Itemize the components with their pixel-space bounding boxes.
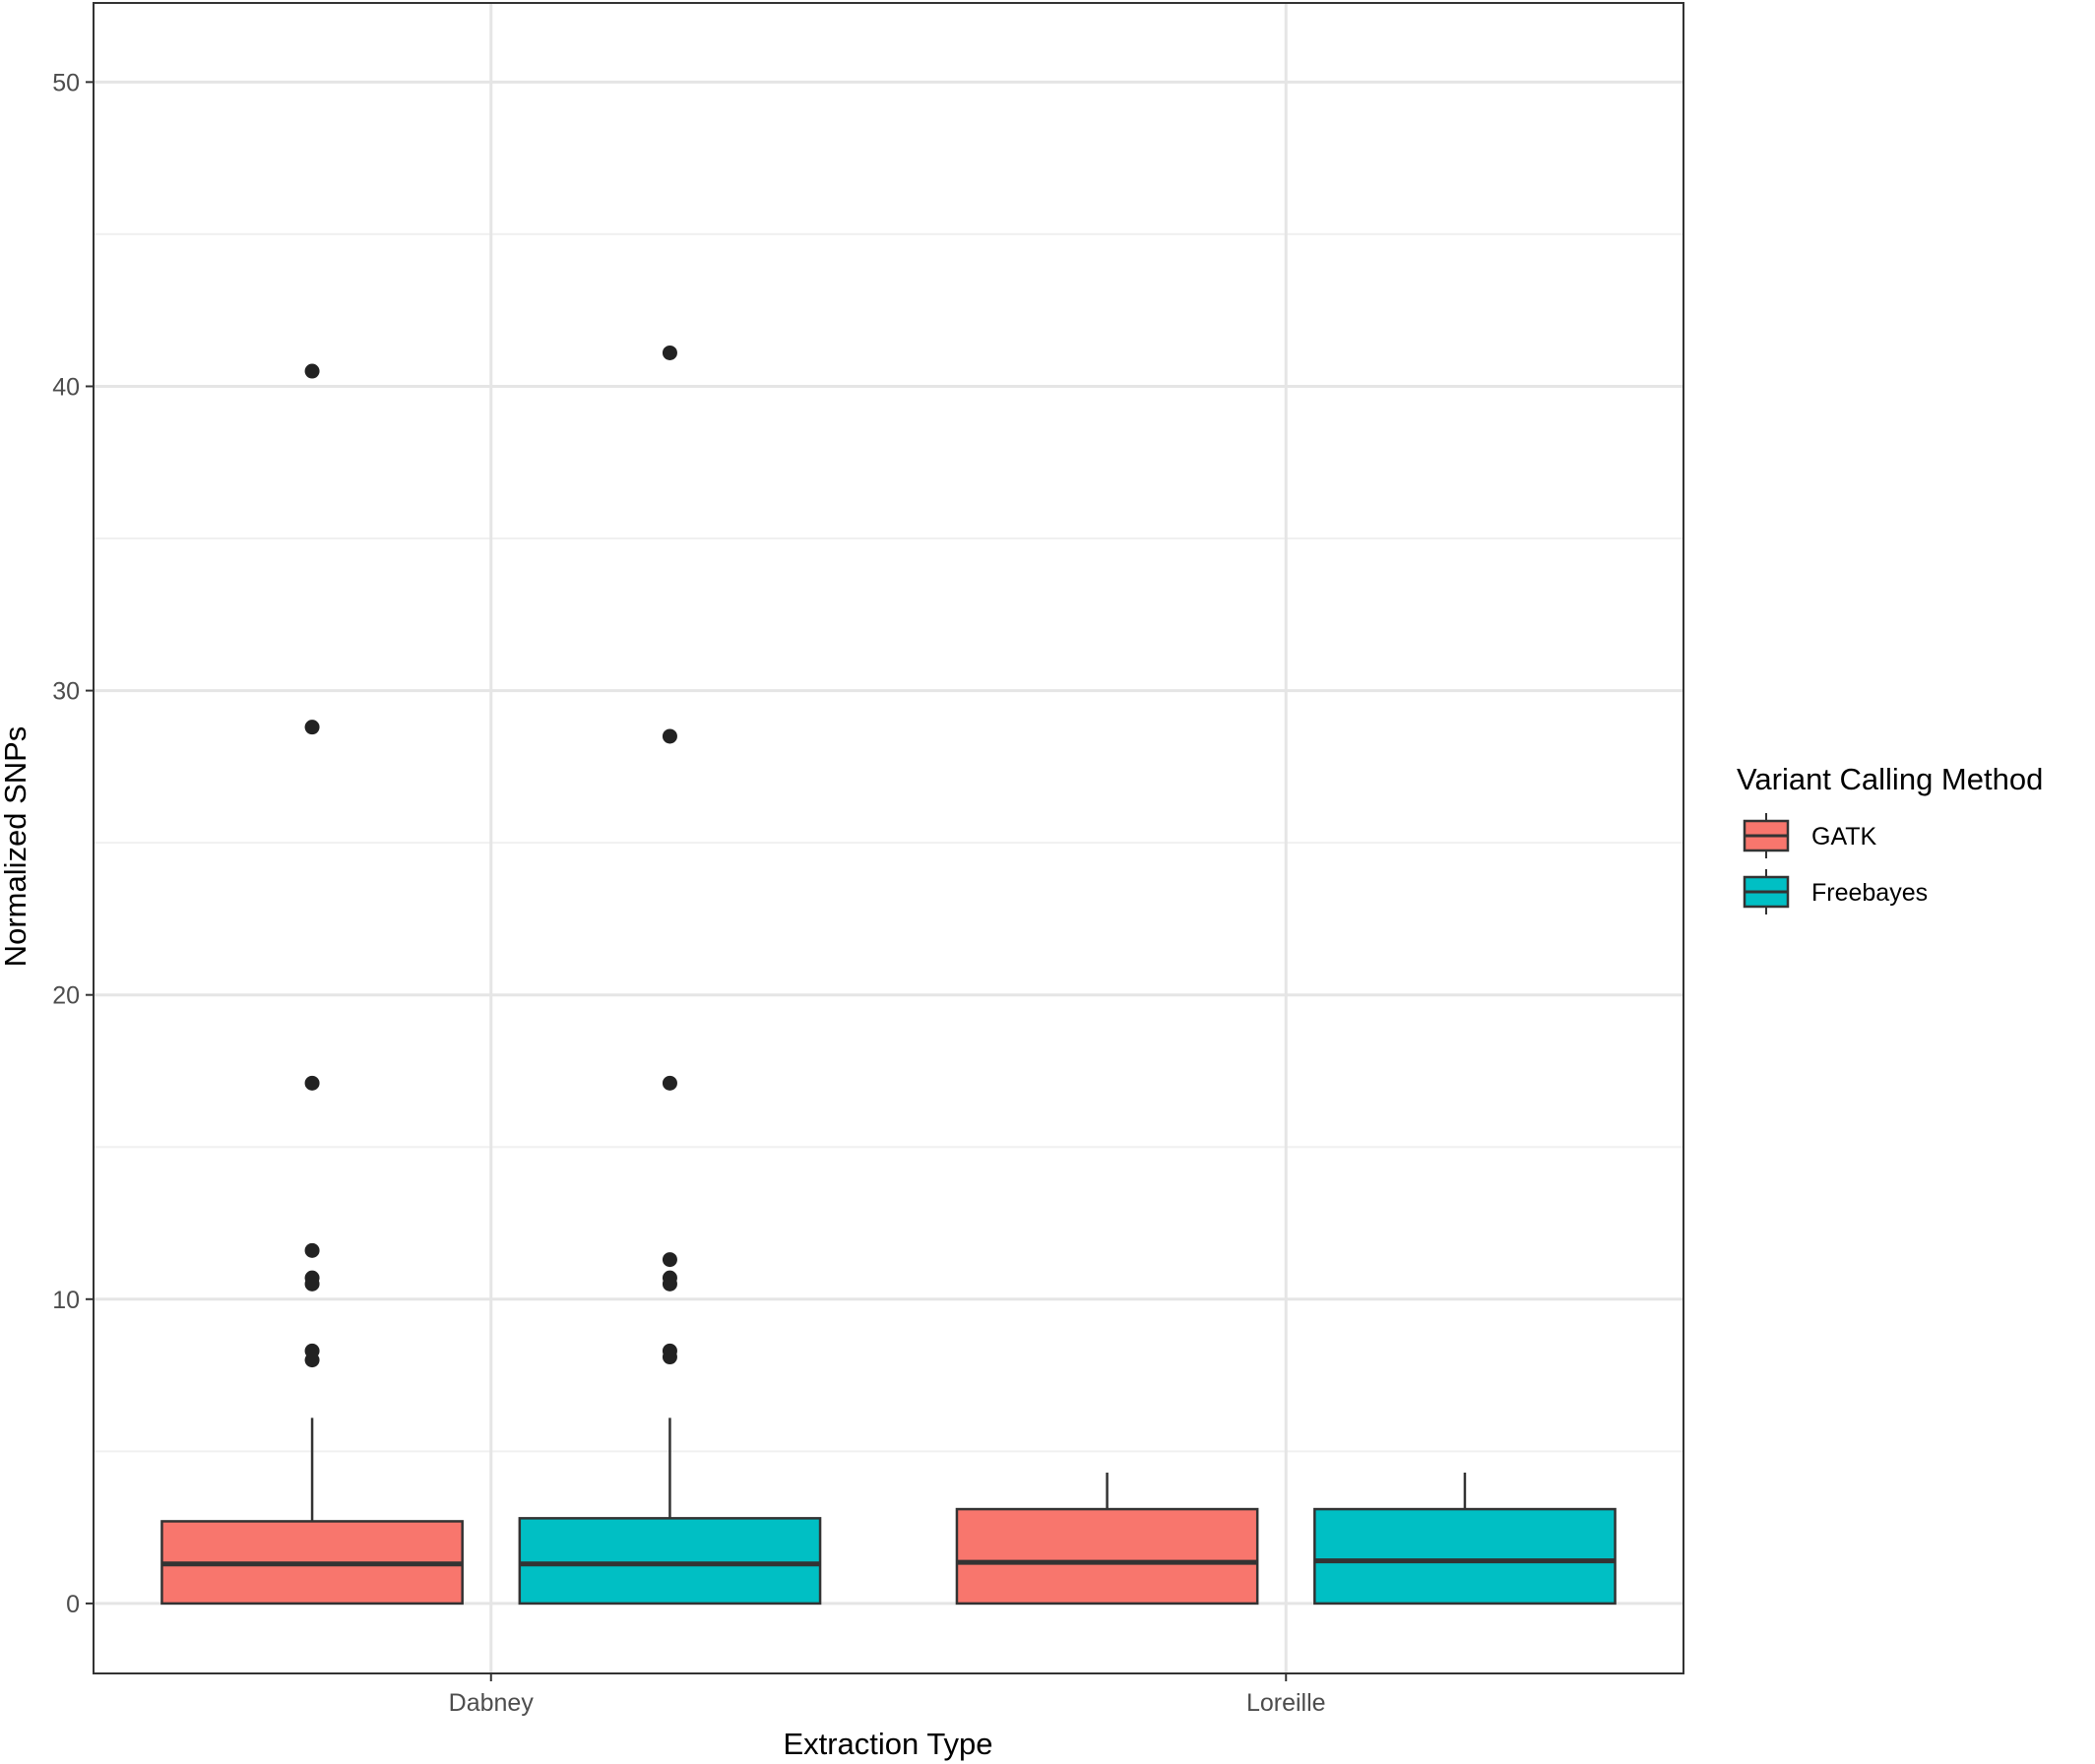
y-axis-title: Normalized SNPs [0,726,32,968]
panel-border [93,2,1684,1674]
outlier-point [662,345,677,360]
y-tick-label: 0 [66,1591,80,1618]
box-freebayes-dabney [518,1517,822,1606]
legend-label-gatk: GATK [1811,823,1877,850]
legend: Variant Calling Method GATK Freebayes [1737,762,2043,914]
legend-title: Variant Calling Method [1737,762,2043,796]
y-tick-label: 30 [52,678,80,706]
outlier-point [662,1075,677,1091]
axes: 0 10 20 30 40 50 Dabney Loreille [52,69,1325,1717]
box-freebayes-loreille [1313,1507,1617,1606]
y-tick-label: 40 [52,373,80,401]
outlier-point [304,363,320,379]
legend-keys: GATK Freebayes [1743,813,1928,914]
y-tick-label: 50 [52,69,80,96]
outlier-point [662,1252,677,1268]
grid-lines [94,3,1683,1673]
x-tick-label: Loreille [1246,1689,1326,1717]
outlier-point [304,1343,320,1358]
outlier-point [662,728,677,744]
outlier-point [662,1270,677,1286]
outlier-point [304,1242,320,1258]
x-tick-label: Dabney [449,1689,535,1717]
x-axis-title: Extraction Type [783,1727,992,1761]
y-tick-label: 20 [52,982,80,1010]
outlier-point [304,1075,320,1091]
outlier-point [304,1270,320,1286]
y-tick-label: 10 [52,1287,80,1314]
box-gatk-loreille [955,1507,1259,1606]
outlier-point [662,1343,677,1358]
legend-label-freebayes: Freebayes [1811,879,1928,907]
boxes [160,345,1617,1606]
outlier-point [304,720,320,735]
